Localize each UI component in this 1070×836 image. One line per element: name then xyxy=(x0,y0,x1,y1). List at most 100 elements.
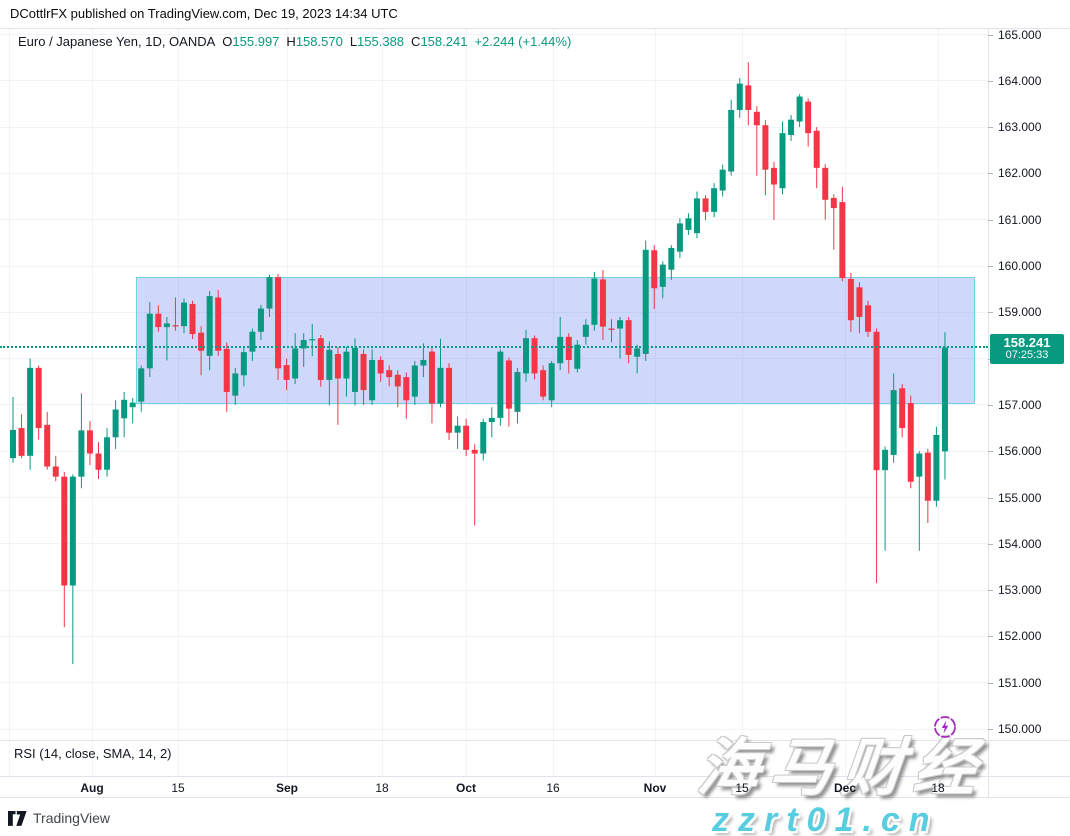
pane-separator xyxy=(0,740,1070,741)
gridline-horizontal xyxy=(0,589,988,591)
cn-watermark: 海马财经 xyxy=(694,734,990,803)
candle xyxy=(69,474,76,665)
price-tick xyxy=(988,497,993,499)
gridline-vertical xyxy=(287,28,288,776)
candle xyxy=(685,213,692,235)
price-tag-value: 158.241 xyxy=(1003,335,1051,351)
candle xyxy=(104,428,111,477)
candle xyxy=(189,300,196,340)
gridline-horizontal xyxy=(0,497,988,498)
candle xyxy=(121,391,128,438)
gridline-horizontal xyxy=(0,404,988,406)
price-scale-label: 151.000 xyxy=(998,675,1042,690)
candle xyxy=(847,272,854,332)
current-price-tag[interactable]: 158.241 07:25:33 xyxy=(990,334,1064,365)
candle xyxy=(215,290,222,356)
time-axis-label: Sep xyxy=(275,781,299,795)
candle xyxy=(138,365,145,412)
candle xyxy=(890,373,897,463)
gridline-horizontal xyxy=(0,219,988,221)
gridline-horizontal xyxy=(0,450,988,452)
change-value: +2.244 (+1.44%) xyxy=(474,34,572,49)
price-scale-label: 163.000 xyxy=(998,120,1042,135)
price-tag-countdown: 07:25:33 xyxy=(1005,349,1049,362)
publish-byline: DCottlrFX published on TradingView.com, … xyxy=(10,6,398,21)
candle xyxy=(334,347,341,425)
price-tick xyxy=(988,80,993,82)
candle xyxy=(694,191,700,239)
candle xyxy=(18,414,25,459)
candle xyxy=(454,416,461,449)
chart-top-border xyxy=(0,28,1070,29)
candle xyxy=(155,305,162,332)
candle xyxy=(386,365,393,387)
gridline-vertical xyxy=(553,28,554,776)
gridline-horizontal xyxy=(0,682,988,684)
candle xyxy=(599,270,606,341)
candle xyxy=(206,291,213,371)
gridline-horizontal xyxy=(0,265,988,267)
candle xyxy=(523,329,529,382)
candle xyxy=(240,347,247,387)
candle xyxy=(505,357,512,427)
lightning-bolt-icon xyxy=(941,720,949,734)
candle xyxy=(326,341,333,406)
time-axis-top-border xyxy=(0,776,1070,777)
price-tick xyxy=(988,543,993,545)
low-label: L xyxy=(349,34,358,49)
candle xyxy=(745,62,752,126)
candle xyxy=(86,421,93,466)
flash-circle-icon xyxy=(934,716,956,738)
candle xyxy=(352,338,358,406)
price-scale-label: 164.000 xyxy=(998,73,1042,88)
candle xyxy=(574,340,581,373)
gridline-vertical xyxy=(742,28,743,776)
tradingview-logo[interactable]: TradingView xyxy=(8,810,110,826)
time-axis-label: Aug xyxy=(80,781,104,795)
candle xyxy=(129,397,136,424)
candlestick-chart[interactable] xyxy=(0,28,988,740)
candle xyxy=(839,186,846,282)
flash-boost-button[interactable] xyxy=(933,715,957,739)
gridline-vertical xyxy=(938,28,939,776)
candle xyxy=(446,363,453,441)
price-tick xyxy=(988,312,993,314)
candle xyxy=(52,455,59,482)
candle xyxy=(779,121,786,195)
candle xyxy=(702,195,709,221)
price-tick xyxy=(988,636,993,638)
open-label: O xyxy=(222,34,233,49)
candle xyxy=(916,451,923,551)
candle xyxy=(163,316,170,361)
symbol-legend[interactable]: Euro / Japanese Yen, 1D, OANDA O155.997 H1… xyxy=(18,34,571,49)
candle xyxy=(676,218,683,259)
price-scale-label: 165.000 xyxy=(998,27,1042,42)
current-price-line xyxy=(0,346,988,349)
time-axis-label: 18 xyxy=(375,781,389,795)
time-axis-label: 18 xyxy=(931,781,945,795)
gridline-vertical xyxy=(466,28,467,776)
gridline-horizontal xyxy=(0,80,988,82)
candle xyxy=(463,418,470,456)
candle xyxy=(565,333,572,374)
candle xyxy=(753,106,760,176)
candle xyxy=(181,298,187,334)
candle xyxy=(471,444,478,526)
candle xyxy=(343,347,350,397)
candle xyxy=(394,370,401,408)
candle xyxy=(531,335,538,380)
candle xyxy=(856,282,863,334)
gridline-horizontal xyxy=(0,543,988,545)
candle xyxy=(796,94,803,128)
candle xyxy=(830,194,837,250)
tradingview-logo-text: TradingView xyxy=(33,810,111,826)
candle xyxy=(608,319,615,343)
price-scale-label: 154.000 xyxy=(998,536,1042,551)
candle xyxy=(44,411,51,470)
candle xyxy=(548,360,555,408)
price-tick xyxy=(988,266,993,267)
tradingview-logo-icon xyxy=(8,810,27,826)
candle xyxy=(266,274,273,317)
price-scale-label: 162.000 xyxy=(998,166,1042,181)
